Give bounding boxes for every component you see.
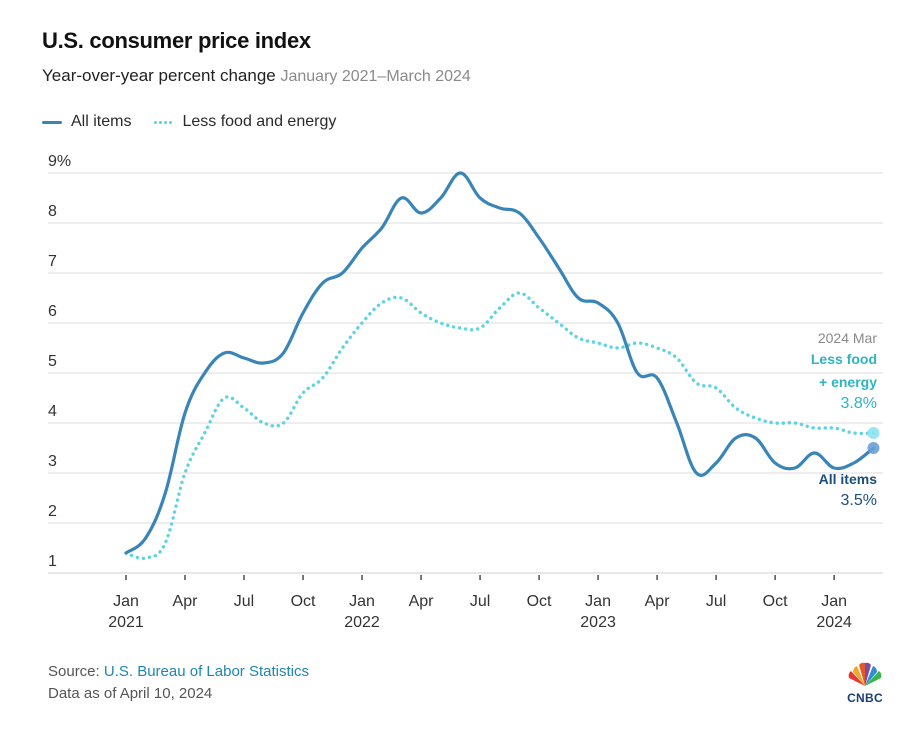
peacock-icon — [848, 662, 882, 686]
legend: All items Less food and energy — [42, 113, 358, 131]
y-tick-label: 2 — [48, 503, 57, 520]
x-tick-year-label: 2023 — [580, 614, 616, 631]
y-tick-label: 9% — [48, 153, 71, 170]
x-tick-label: Jan — [821, 593, 847, 610]
data-as-of: Data as of April 10, 2024 — [48, 685, 213, 702]
y-tick-label: 4 — [48, 403, 57, 420]
x-tick-year-label: 2022 — [344, 614, 380, 631]
y-tick-label: 7 — [48, 253, 57, 270]
end-points — [867, 427, 880, 454]
source-line: Source: U.S. Bureau of Labor Statistics — [48, 661, 309, 683]
end-point-less-food-energy — [867, 427, 880, 439]
logo-text: CNBC — [847, 691, 883, 705]
chart-title: U.S. consumer price index — [42, 28, 311, 53]
x-tick-label: Oct — [291, 593, 316, 610]
x-tick-label: Apr — [173, 593, 199, 610]
source-link[interactable]: U.S. Bureau of Labor Statistics — [103, 663, 309, 680]
legend-label: Less food and energy — [182, 113, 337, 130]
annotation-core-label-1: Less food — [810, 351, 877, 367]
chart-subtitle: Year-over-year percent change January 20… — [42, 66, 471, 86]
y-tick-label: 8 — [48, 203, 57, 220]
cnbc-logo: CNBC — [843, 662, 887, 705]
x-tick-year-label: 2024 — [816, 614, 852, 631]
series-line-less-food-energy — [124, 291, 876, 561]
x-tick-label: Jul — [470, 593, 490, 610]
annotation-all-value: 3.5% — [840, 492, 877, 509]
legend-swatch-dotted-icon — [153, 120, 174, 124]
x-tick-label: Jan — [349, 593, 375, 610]
annotation-period: 2024 Mar — [817, 330, 877, 346]
x-tick-label: Jul — [234, 593, 254, 610]
annotation-core-value: 3.8% — [840, 395, 877, 412]
x-tick-label: Jan — [113, 593, 139, 610]
legend-item-core: Less food and energy — [153, 113, 336, 131]
x-tick-label: Oct — [763, 593, 788, 610]
x-axis: Jan 2021 Apr Jul Oct Jan 2022 Apr Jul Oct Jan 2023 A… — [108, 575, 852, 631]
source-prefix: Source: — [48, 663, 100, 680]
x-tick-year-label: 2021 — [108, 614, 144, 631]
y-tick-label: 3 — [48, 453, 57, 470]
legend-swatch-solid-icon — [42, 120, 62, 124]
annotation-all-label: All items — [818, 471, 877, 487]
y-axis-labels: 1 2 3 4 5 6 7 8 9% — [48, 153, 71, 570]
annotation-core-label-2: + energy — [819, 374, 877, 390]
legend-item-all-items: All items — [42, 113, 131, 131]
subtitle-text: Year-over-year percent change — [42, 66, 276, 85]
x-tick-label: Apr — [409, 593, 435, 610]
x-tick-label: Jul — [706, 593, 726, 610]
x-tick-label: Oct — [527, 593, 552, 610]
series-line-all-items — [124, 171, 876, 555]
series-lines — [124, 171, 876, 561]
y-tick-label: 6 — [48, 303, 57, 320]
footer: Source: U.S. Bureau of Labor Statistics … — [48, 661, 309, 705]
y-tick-label: 1 — [48, 553, 57, 570]
y-tick-label: 5 — [48, 353, 57, 370]
x-tick-label: Apr — [645, 593, 671, 610]
end-point-all-items — [867, 442, 880, 454]
date-range: January 2021–March 2024 — [280, 68, 471, 85]
legend-label: All items — [71, 113, 132, 130]
x-tick-label: Jan — [585, 593, 611, 610]
gridlines — [48, 172, 883, 574]
